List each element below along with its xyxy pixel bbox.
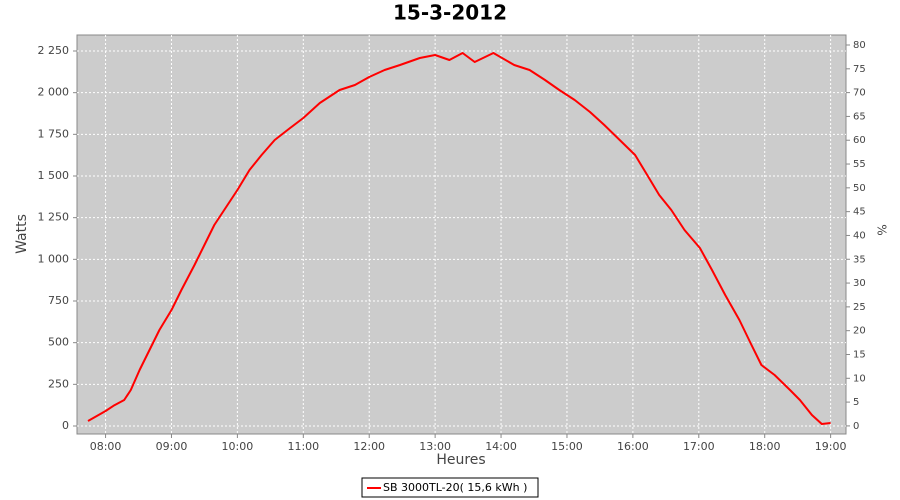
x-axis-label: Heures — [436, 452, 485, 468]
y-axis-label: Watts — [14, 214, 30, 254]
y2-tick-label: 15 — [853, 349, 866, 360]
x-tick-label: 09:00 — [156, 440, 188, 453]
y2-tick-label: 70 — [853, 88, 866, 99]
x-tick-label: 18:00 — [749, 440, 781, 453]
y2-tick-label: 75 — [853, 64, 866, 75]
legend — [361, 477, 539, 498]
x-tick-label: 16:00 — [617, 440, 649, 453]
y-tick-label: 1 250 — [38, 211, 70, 224]
y2-tick-label: 60 — [853, 135, 866, 146]
x-tick-label: 12:00 — [353, 440, 385, 453]
y-tick-label: 0 — [62, 419, 69, 432]
y2-tick-label: 10 — [853, 373, 866, 384]
y2-axis-label: % — [875, 224, 889, 235]
x-tick-label: 14:00 — [485, 440, 517, 453]
x-tick-label: 08:00 — [90, 440, 122, 453]
x-tick-label: 17:00 — [683, 440, 715, 453]
y2-tick-label: 25 — [853, 302, 866, 313]
x-tick-label: 13:00 — [419, 440, 451, 453]
y-tick-label: 1 500 — [38, 169, 70, 182]
y2-tick-label: 80 — [853, 40, 866, 51]
x-tick-label: 10:00 — [222, 440, 254, 453]
y2-tick-label: 40 — [853, 230, 866, 241]
y2-tick-label: 35 — [853, 254, 866, 265]
y-tick-label: 2 250 — [38, 44, 70, 57]
series-line — [87, 52, 831, 425]
y-tick-label: 750 — [48, 294, 69, 307]
plot-area — [76, 34, 847, 435]
y-tick-label: 2 000 — [38, 86, 70, 99]
y-tick-label: 1 000 — [38, 252, 70, 265]
y2-tick-label: 30 — [853, 278, 866, 289]
y-tick-label: 1 750 — [38, 127, 70, 140]
y2-tick-label: 55 — [853, 159, 866, 170]
y2-tick-label: 0 — [853, 421, 859, 432]
x-tick-label: 19:00 — [815, 440, 847, 453]
chart-title: 15-3-2012 — [393, 1, 507, 25]
y2-tick-label: 20 — [853, 326, 866, 337]
y2-tick-label: 45 — [853, 207, 866, 218]
x-tick-label: 11:00 — [287, 440, 319, 453]
x-tick-label: 15:00 — [551, 440, 583, 453]
y2-tick-label: 5 — [853, 397, 859, 408]
y2-tick-label: 50 — [853, 183, 866, 194]
y-tick-label: 250 — [48, 377, 69, 390]
legend-label: SB 3000TL-20( 15,6 kWh ) — [383, 481, 527, 494]
y2-tick-label: 65 — [853, 111, 866, 122]
y-tick-label: 500 — [48, 336, 69, 349]
